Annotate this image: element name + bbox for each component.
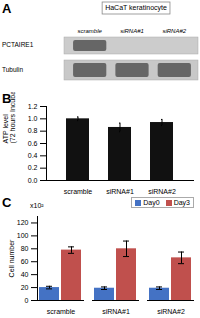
svg-text:120: 120 (17, 219, 29, 226)
svg-text:40: 40 (21, 271, 29, 278)
svg-text:0.4: 0.4 (28, 152, 38, 159)
svg-text:100: 100 (17, 232, 29, 239)
svg-text:ATP level(72 hours Incubation): ATP level(72 hours Incubation) (2, 92, 17, 144)
svg-text:siRNA#2: siRNA#2 (148, 188, 176, 195)
svg-text:20: 20 (21, 284, 29, 291)
svg-text:0.8: 0.8 (28, 127, 38, 134)
svg-text:Cell number: Cell number (8, 239, 15, 277)
svg-text:80: 80 (21, 245, 29, 252)
svg-text:scramble: scramble (78, 28, 103, 34)
svg-text:0.0: 0.0 (28, 177, 38, 184)
svg-text:HaCaT keratinocyte: HaCaT keratinocyte (105, 4, 167, 12)
svg-text:siRNA#2: siRNA#2 (157, 308, 185, 315)
svg-text:0.6: 0.6 (28, 140, 38, 147)
svg-text:1.2: 1.2 (28, 103, 38, 110)
svg-text:PCTAIRE1: PCTAIRE1 (2, 41, 34, 48)
svg-text:0.2: 0.2 (28, 164, 38, 171)
svg-text:siRNA#2: siRNA#2 (162, 28, 186, 34)
svg-text:siRNA#1: siRNA#1 (102, 308, 130, 315)
svg-text:0: 0 (25, 297, 29, 304)
svg-text:scramble: scramble (64, 188, 93, 195)
svg-text:60: 60 (21, 258, 29, 265)
svg-text:Tubulin: Tubulin (2, 66, 23, 73)
svg-text:scramble: scramble (47, 308, 76, 315)
svg-text:siRNA#1: siRNA#1 (120, 28, 144, 34)
svg-text:siRNA#1: siRNA#1 (106, 188, 134, 195)
svg-text:A: A (2, 1, 12, 16)
svg-text:1.0: 1.0 (28, 115, 38, 122)
